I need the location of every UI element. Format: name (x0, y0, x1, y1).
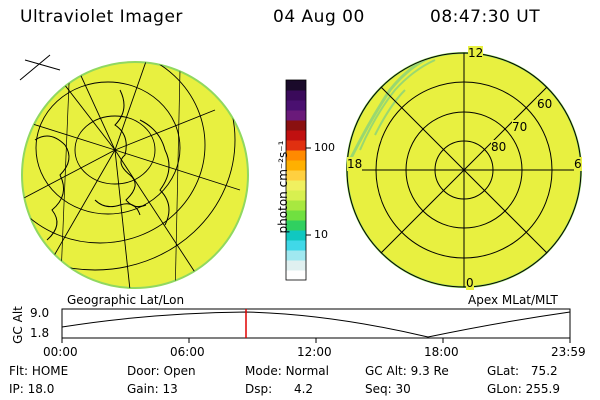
colorbar-cell (286, 220, 306, 231)
colorbar-cell (286, 100, 306, 111)
lat-label-60: 60 (537, 97, 553, 111)
colorbar-cell (286, 230, 306, 241)
mlt-label-0: 0 (466, 276, 474, 290)
colorbar-cell (286, 250, 306, 261)
colorbar-cell (286, 110, 306, 121)
colorbar (285, 79, 311, 281)
gain-value: 13 (162, 382, 178, 396)
colorbar-cell (286, 150, 306, 161)
colorbar-cell (286, 180, 306, 191)
colorbar-cell (286, 130, 306, 141)
colorbar-tick-10: 10 (314, 228, 328, 241)
glon-value: 255.9 (525, 382, 560, 396)
colorbar-cell (286, 170, 306, 181)
colorbar-cell (286, 80, 306, 91)
flt-value: HOME (31, 364, 69, 378)
status-seq: Seq: 30 (365, 382, 411, 396)
status-gcalt: GC Alt: 9.3 Re (365, 364, 449, 378)
time-label: 08:47:30 UT (430, 7, 541, 27)
alt-ylabel: GC Alt (11, 306, 25, 344)
alt-xtick-2359: 23:59 (551, 345, 586, 359)
status-ip: IP: 18.0 (9, 382, 55, 396)
alt-ytick-high: 9.0 (30, 306, 50, 320)
gcalt-value: 9.3 Re (410, 364, 449, 378)
status-door: Door: Open (127, 364, 196, 378)
geographic-caption: Geographic Lat/Lon (67, 293, 185, 307)
alt-xtick-0000: 00:00 (43, 345, 78, 359)
mlt-label-6: 6 (574, 157, 582, 171)
colorbar-cell (286, 190, 306, 201)
mlt-label-12: 12 (468, 46, 484, 60)
lat-label-70: 70 (512, 120, 528, 134)
dsp-value: 4.2 (293, 382, 314, 396)
status-glat: GLat: 75.2 (487, 364, 558, 378)
colorbar-unit-label: photon cm⁻²s⁻¹ (276, 140, 290, 234)
mlt-label-18: 18 (347, 157, 363, 171)
colorbar-cell (286, 200, 306, 211)
status-dsp: Dsp: 4.2 (245, 382, 314, 396)
alt-xtick-0600: 06:00 (170, 345, 205, 359)
alt-xtick-1800: 18:00 (424, 345, 459, 359)
colorbar-cell (286, 210, 306, 221)
colorbar-cell (286, 90, 306, 101)
alt-xtick-1200: 12:00 (297, 345, 332, 359)
colorbar-cell (286, 260, 306, 271)
seq-value: 30 (395, 382, 411, 396)
mode-value: Normal (285, 364, 329, 378)
colorbar-tick-100: 100 (314, 141, 335, 154)
status-gain: Gain: 13 (127, 382, 178, 396)
lat-label-80: 80 (491, 140, 507, 154)
colorbar-cell (286, 240, 306, 251)
apex-caption: Apex MLat/MLT (468, 293, 558, 307)
colorbar-cell (286, 270, 306, 281)
glat-value: 75.2 (530, 364, 558, 378)
geographic-image (19, 54, 249, 289)
date-label: 04 Aug 00 (273, 7, 365, 27)
alt-ytick-low: 1.8 (30, 326, 50, 340)
colorbar-cell (286, 140, 306, 151)
door-value: Open (163, 364, 196, 378)
instrument-title: Ultraviolet Imager (20, 7, 183, 27)
colorbar-cell (286, 160, 306, 171)
magnetic-polar-plot (346, 52, 582, 288)
ip-value: 18.0 (27, 382, 55, 396)
altitude-plot (61, 308, 571, 343)
status-flt: Flt: HOME (9, 364, 69, 378)
colorbar-cell (286, 120, 306, 131)
status-mode: Mode: Normal (245, 364, 329, 378)
status-glon: GLon: 255.9 (487, 382, 560, 396)
